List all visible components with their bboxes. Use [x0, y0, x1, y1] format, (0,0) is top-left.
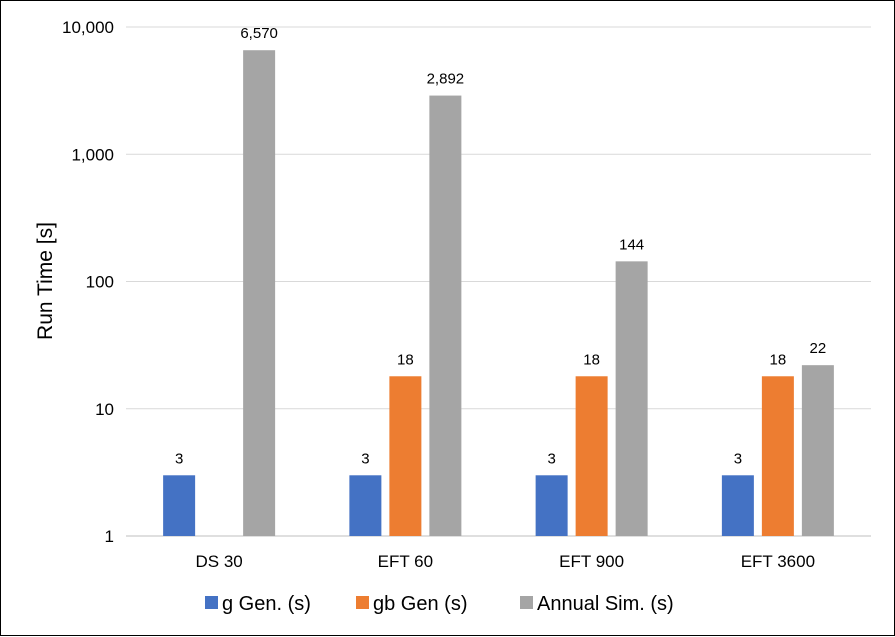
gridlines: [126, 26, 871, 537]
bar-0-2: [535, 475, 568, 536]
y-tick-label-0: 1: [105, 527, 114, 546]
legend-label-2: Annual Sim. (s): [537, 593, 674, 615]
data-label-1-1: 18: [397, 351, 414, 368]
category-labels: DS 30 EFT 60 EFT 900 EFT 3600: [196, 552, 816, 571]
bar-2-2: [615, 261, 648, 536]
bar-0-3: [721, 475, 754, 536]
y-tick-label-2: 100: [86, 273, 114, 292]
data-label-1-2: 18: [583, 351, 600, 368]
bar-0-1: [349, 475, 382, 536]
y-tick-label-4: 10,000: [62, 18, 114, 37]
data-label-2-1: 2,892: [427, 71, 465, 88]
data-label-2-3: 22: [810, 340, 827, 357]
legend: g Gen. (s) gb Gen (s) Annual Sim. (s): [205, 593, 674, 615]
bar-2-3: [801, 365, 834, 536]
bar-1-3: [761, 376, 794, 536]
data-label-0-2: 3: [547, 450, 555, 467]
y-tick-label-3: 1,000: [71, 145, 114, 164]
bar-2-1: [429, 95, 462, 537]
legend-label-0: g Gen. (s): [222, 593, 311, 615]
y-tick-labels: 1 10 100 1,000 10,000: [62, 18, 114, 546]
y-tick-label-1: 10: [95, 400, 114, 419]
bar-2-0: [243, 50, 276, 536]
legend-label-1: gb Gen (s): [373, 593, 467, 615]
data-labels: 3 6,570 3 18 2,892 3 18 144 3 18 22: [175, 25, 826, 467]
category-label-0: DS 30: [196, 552, 243, 571]
data-label-1-3: 18: [770, 351, 787, 368]
bar-0-0: [163, 475, 196, 536]
y-axis-title: Run Time [s]: [34, 222, 57, 340]
legend-swatch-0: [205, 596, 218, 609]
data-label-2-2: 144: [619, 236, 644, 253]
data-label-0-1: 3: [361, 450, 369, 467]
data-label-0-3: 3: [734, 450, 742, 467]
category-label-3: EFT 3600: [741, 552, 815, 571]
bars: [163, 50, 834, 537]
category-label-2: EFT 900: [559, 552, 624, 571]
category-label-1: EFT 60: [378, 552, 433, 571]
data-label-2-0: 6,570: [240, 25, 278, 42]
bar-1-2: [575, 376, 608, 536]
legend-swatch-2: [520, 596, 533, 609]
legend-swatch-1: [356, 596, 369, 609]
data-label-0-0: 3: [175, 450, 183, 467]
bar-1-1: [389, 376, 422, 536]
